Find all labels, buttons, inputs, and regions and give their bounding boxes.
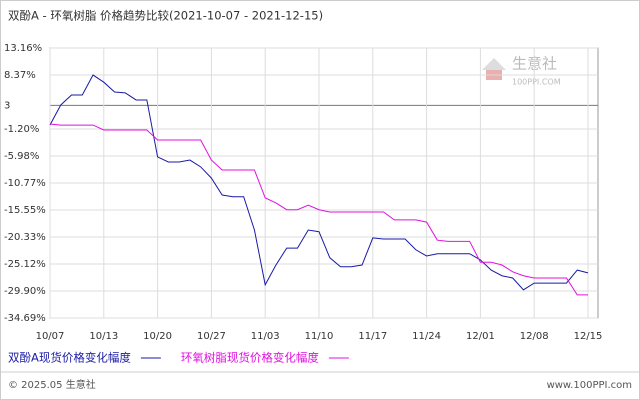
y-tick-label: -10.77% <box>4 178 46 189</box>
x-tick-label: 10/13 <box>89 331 118 342</box>
y-tick-label: 3 <box>4 100 10 111</box>
footer-right: www.100PPI.com <box>547 380 632 391</box>
watermark: 100PPI.COM <box>512 78 561 87</box>
y-tick-label: -15.55% <box>4 205 46 216</box>
chart-title: 双酚A - 环氧树脂 价格趋势比较(2021-10-07 - 2021-12-1… <box>8 9 323 23</box>
legend-label: 双酚A现货价格变化幅度 <box>8 351 131 365</box>
footer-left: © 2025.05 生意社 <box>8 378 96 391</box>
x-tick-label: 10/27 <box>197 331 226 342</box>
x-tick-label: 12/08 <box>520 331 549 342</box>
x-tick-label: 10/20 <box>143 331 172 342</box>
series-line <box>49 123 588 296</box>
y-tick-label: 8.37% <box>4 70 36 81</box>
y-tick-label: -25.12% <box>4 259 46 270</box>
y-tick-label: -20.33% <box>4 232 46 243</box>
y-tick-label: -5.98% <box>4 151 39 162</box>
x-tick-label: 11/24 <box>412 331 441 342</box>
x-tick-label: 11/03 <box>251 331 280 342</box>
y-tick-label: -34.69% <box>4 313 46 324</box>
watermark-logo <box>482 58 506 70</box>
x-tick-label: 11/10 <box>305 331 334 342</box>
y-tick-label: -1.20% <box>4 124 39 135</box>
x-tick-label: 12/01 <box>466 331 495 342</box>
series-line <box>49 74 589 291</box>
y-tick-label: -29.90% <box>4 286 46 297</box>
x-tick-label: 12/15 <box>574 331 603 342</box>
x-tick-label: 11/17 <box>358 331 387 342</box>
legend-label: 环氧树脂现货价格变化幅度 <box>181 351 319 365</box>
x-tick-label: 10/07 <box>36 331 65 342</box>
y-tick-label: 13.16% <box>4 43 42 54</box>
